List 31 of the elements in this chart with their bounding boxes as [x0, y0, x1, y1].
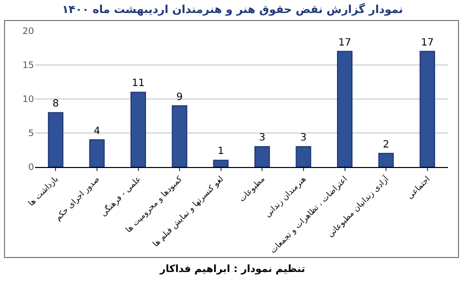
y-tick-label: 0 [28, 163, 34, 174]
bar [378, 152, 394, 167]
data-label: 1 [218, 146, 224, 158]
data-label: 4 [94, 126, 100, 137]
data-label: 3 [300, 132, 307, 144]
y-tick-label: 10 [22, 95, 34, 106]
x-tick-label: مطبوعات [237, 174, 266, 204]
data-label: 17 [420, 37, 434, 48]
y-tick-label: 15 [22, 61, 34, 72]
bar [213, 160, 229, 167]
data-label: 9 [176, 92, 183, 103]
x-tick-label: اجتماعی [405, 174, 432, 201]
x-tick-label: بازداشت ها [26, 174, 60, 208]
bar [420, 50, 436, 167]
data-label: 17 [338, 37, 352, 48]
chart-title: نمودار گزارش نقض حقوق هنر و هنرمندان اردیبهشت ماه ۱۴۰۰ [60, 2, 404, 18]
bar [172, 105, 188, 167]
data-label: 2 [382, 139, 390, 150]
y-tick-label: 20 [22, 27, 34, 38]
bar [254, 146, 270, 167]
data-label: 3 [258, 132, 266, 144]
bar [130, 92, 146, 167]
bar [89, 139, 105, 167]
y-tick-label: 5 [28, 129, 34, 140]
bar [296, 146, 312, 167]
bar [337, 50, 352, 167]
bar [48, 112, 64, 167]
text: تنظیم نمودار : ابراهیم فداکار [158, 264, 306, 275]
x-tick-label: علمی - فرهنگی [98, 174, 142, 218]
data-label: 8 [52, 98, 59, 110]
data-label: 11 [132, 78, 145, 90]
